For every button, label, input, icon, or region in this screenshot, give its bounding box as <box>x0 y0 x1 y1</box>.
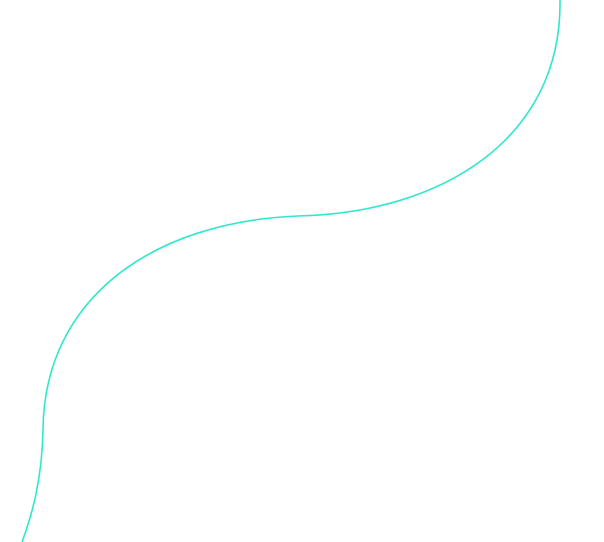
decorative-curve <box>21 0 561 542</box>
